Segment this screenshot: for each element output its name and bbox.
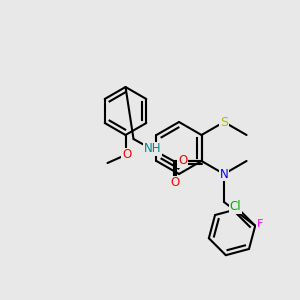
Text: O: O <box>178 154 187 167</box>
Text: F: F <box>257 219 263 229</box>
Text: O: O <box>122 148 131 161</box>
Text: NH: NH <box>144 142 161 155</box>
Text: Cl: Cl <box>230 200 241 213</box>
Text: S: S <box>220 116 228 128</box>
Text: N: N <box>220 167 228 181</box>
Text: O: O <box>170 176 179 190</box>
